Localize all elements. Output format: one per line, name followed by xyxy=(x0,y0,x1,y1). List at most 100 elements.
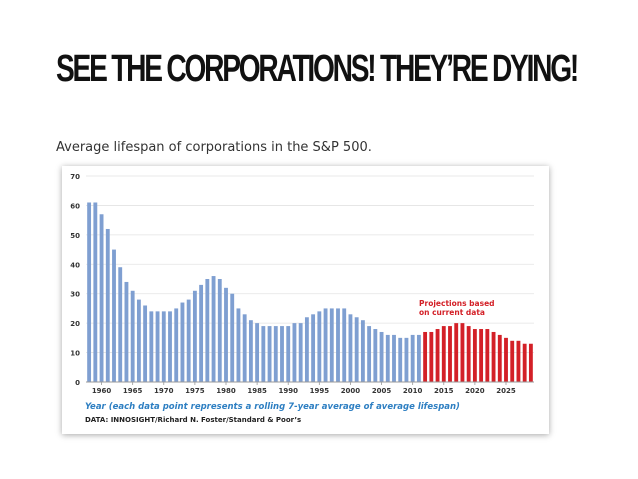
historical-bar xyxy=(311,314,316,382)
x-tick-label: 1995 xyxy=(310,387,330,395)
historical-bar xyxy=(105,228,110,382)
x-tick-label: 1985 xyxy=(247,387,267,395)
historical-bar xyxy=(342,308,347,382)
historical-bar xyxy=(211,276,216,382)
historical-bar xyxy=(404,337,409,382)
projection-bar xyxy=(522,343,527,382)
historical-bar xyxy=(217,279,222,382)
projection-bar xyxy=(435,329,440,382)
historical-bar xyxy=(155,311,160,382)
x-tick-label: 2010 xyxy=(403,387,423,395)
historical-bar xyxy=(329,308,334,382)
historical-bar xyxy=(416,334,421,382)
y-tick-label: 50 xyxy=(70,232,80,240)
historical-bar xyxy=(360,320,365,382)
projection-bar xyxy=(479,329,484,382)
historical-bar xyxy=(186,299,191,382)
projection-bar xyxy=(441,326,446,382)
historical-bar xyxy=(180,302,185,382)
historical-bar xyxy=(205,279,210,382)
historical-bar xyxy=(87,202,92,382)
historical-bar xyxy=(398,337,403,382)
projection-bar xyxy=(491,331,496,382)
historical-bar xyxy=(255,323,260,382)
historical-bar xyxy=(261,326,266,382)
historical-bar xyxy=(379,331,384,382)
projection-bar xyxy=(504,337,508,382)
historical-bar xyxy=(124,281,129,382)
historical-bar xyxy=(192,290,197,382)
projection-bar xyxy=(448,326,452,382)
x-tick-label: 2015 xyxy=(434,387,454,395)
lifespan-chart: 0 10 20 30 40 50 60 70 1960 1965 1970 1975 1980 1985 1… xyxy=(70,173,534,395)
historical-bar xyxy=(373,329,378,382)
historical-bar xyxy=(248,320,253,382)
historical-bar xyxy=(230,293,235,382)
y-tick-label: 20 xyxy=(70,320,80,328)
historical-bar xyxy=(286,326,291,382)
projection-annotation-line-2: on current data xyxy=(419,308,485,317)
projection-bar xyxy=(454,323,459,382)
x-tick-label: 2025 xyxy=(496,387,516,395)
slide-subtitle: Average lifespan of corporations in the … xyxy=(56,140,372,155)
x-tick-label: 1990 xyxy=(278,387,298,395)
historical-bar xyxy=(149,311,154,382)
projection-bar xyxy=(510,340,515,382)
historical-bar xyxy=(224,287,228,382)
y-tick-label: 60 xyxy=(70,202,80,210)
historical-bar xyxy=(317,311,322,382)
historical-bar xyxy=(118,267,123,382)
projection-annotation-line-1: Projections based xyxy=(419,299,495,308)
y-tick-label: 10 xyxy=(70,350,80,358)
x-tick-label: 2020 xyxy=(465,387,485,395)
historical-bar xyxy=(323,308,328,382)
historical-bar xyxy=(367,326,372,382)
historical-bar xyxy=(267,326,272,382)
historical-bar xyxy=(242,314,247,382)
y-tick-label: 40 xyxy=(70,261,80,269)
historical-bar xyxy=(298,323,303,382)
historical-bar xyxy=(304,317,309,382)
projection-bar xyxy=(472,329,477,382)
historical-bar xyxy=(199,284,204,382)
historical-bar xyxy=(161,311,166,382)
historical-bar xyxy=(130,290,135,382)
x-axis-caption: Year (each data point represents a rolli… xyxy=(85,402,460,412)
projection-bar xyxy=(497,334,502,382)
x-tick-label: 2005 xyxy=(372,387,392,395)
y-tick-label: 70 xyxy=(70,173,80,181)
historical-bar xyxy=(236,308,241,382)
historical-bar xyxy=(143,305,148,382)
historical-bar xyxy=(136,299,141,382)
chart-card: 0 10 20 30 40 50 60 70 1960 1965 1970 1975 1980 1985 1… xyxy=(62,166,549,434)
projection-bar xyxy=(460,323,465,382)
historical-bar xyxy=(168,311,172,382)
historical-bar xyxy=(354,317,359,382)
y-tick-label: 30 xyxy=(70,291,80,299)
slide-title: SEE THE CORPORATIONS! THEY’RE DYING! xyxy=(56,48,579,90)
historical-bar xyxy=(112,249,116,382)
historical-bar xyxy=(280,326,284,382)
x-tick-label: 1960 xyxy=(92,387,112,395)
y-tick-label: 0 xyxy=(75,379,80,387)
projection-annotation: Projections based on current data xyxy=(419,299,495,317)
projection-bar xyxy=(466,326,471,382)
projection-bar xyxy=(423,331,428,382)
projection-bar xyxy=(485,329,490,382)
projection-bar xyxy=(516,340,521,382)
historical-bar xyxy=(410,334,415,382)
x-tick-label: 1970 xyxy=(154,387,174,395)
historical-bar xyxy=(336,308,340,382)
historical-bar xyxy=(93,202,98,382)
x-tick-label: 1965 xyxy=(123,387,143,395)
x-tick-label: 1980 xyxy=(216,387,236,395)
historical-bar xyxy=(385,334,390,382)
x-tick-label: 2000 xyxy=(341,387,361,395)
historical-bar xyxy=(174,308,179,382)
projection-bar xyxy=(429,331,434,382)
historical-bar xyxy=(273,326,278,382)
historical-bar xyxy=(392,334,396,382)
projection-bar xyxy=(528,343,533,382)
historical-bar xyxy=(292,323,297,382)
historical-bar xyxy=(99,214,104,382)
